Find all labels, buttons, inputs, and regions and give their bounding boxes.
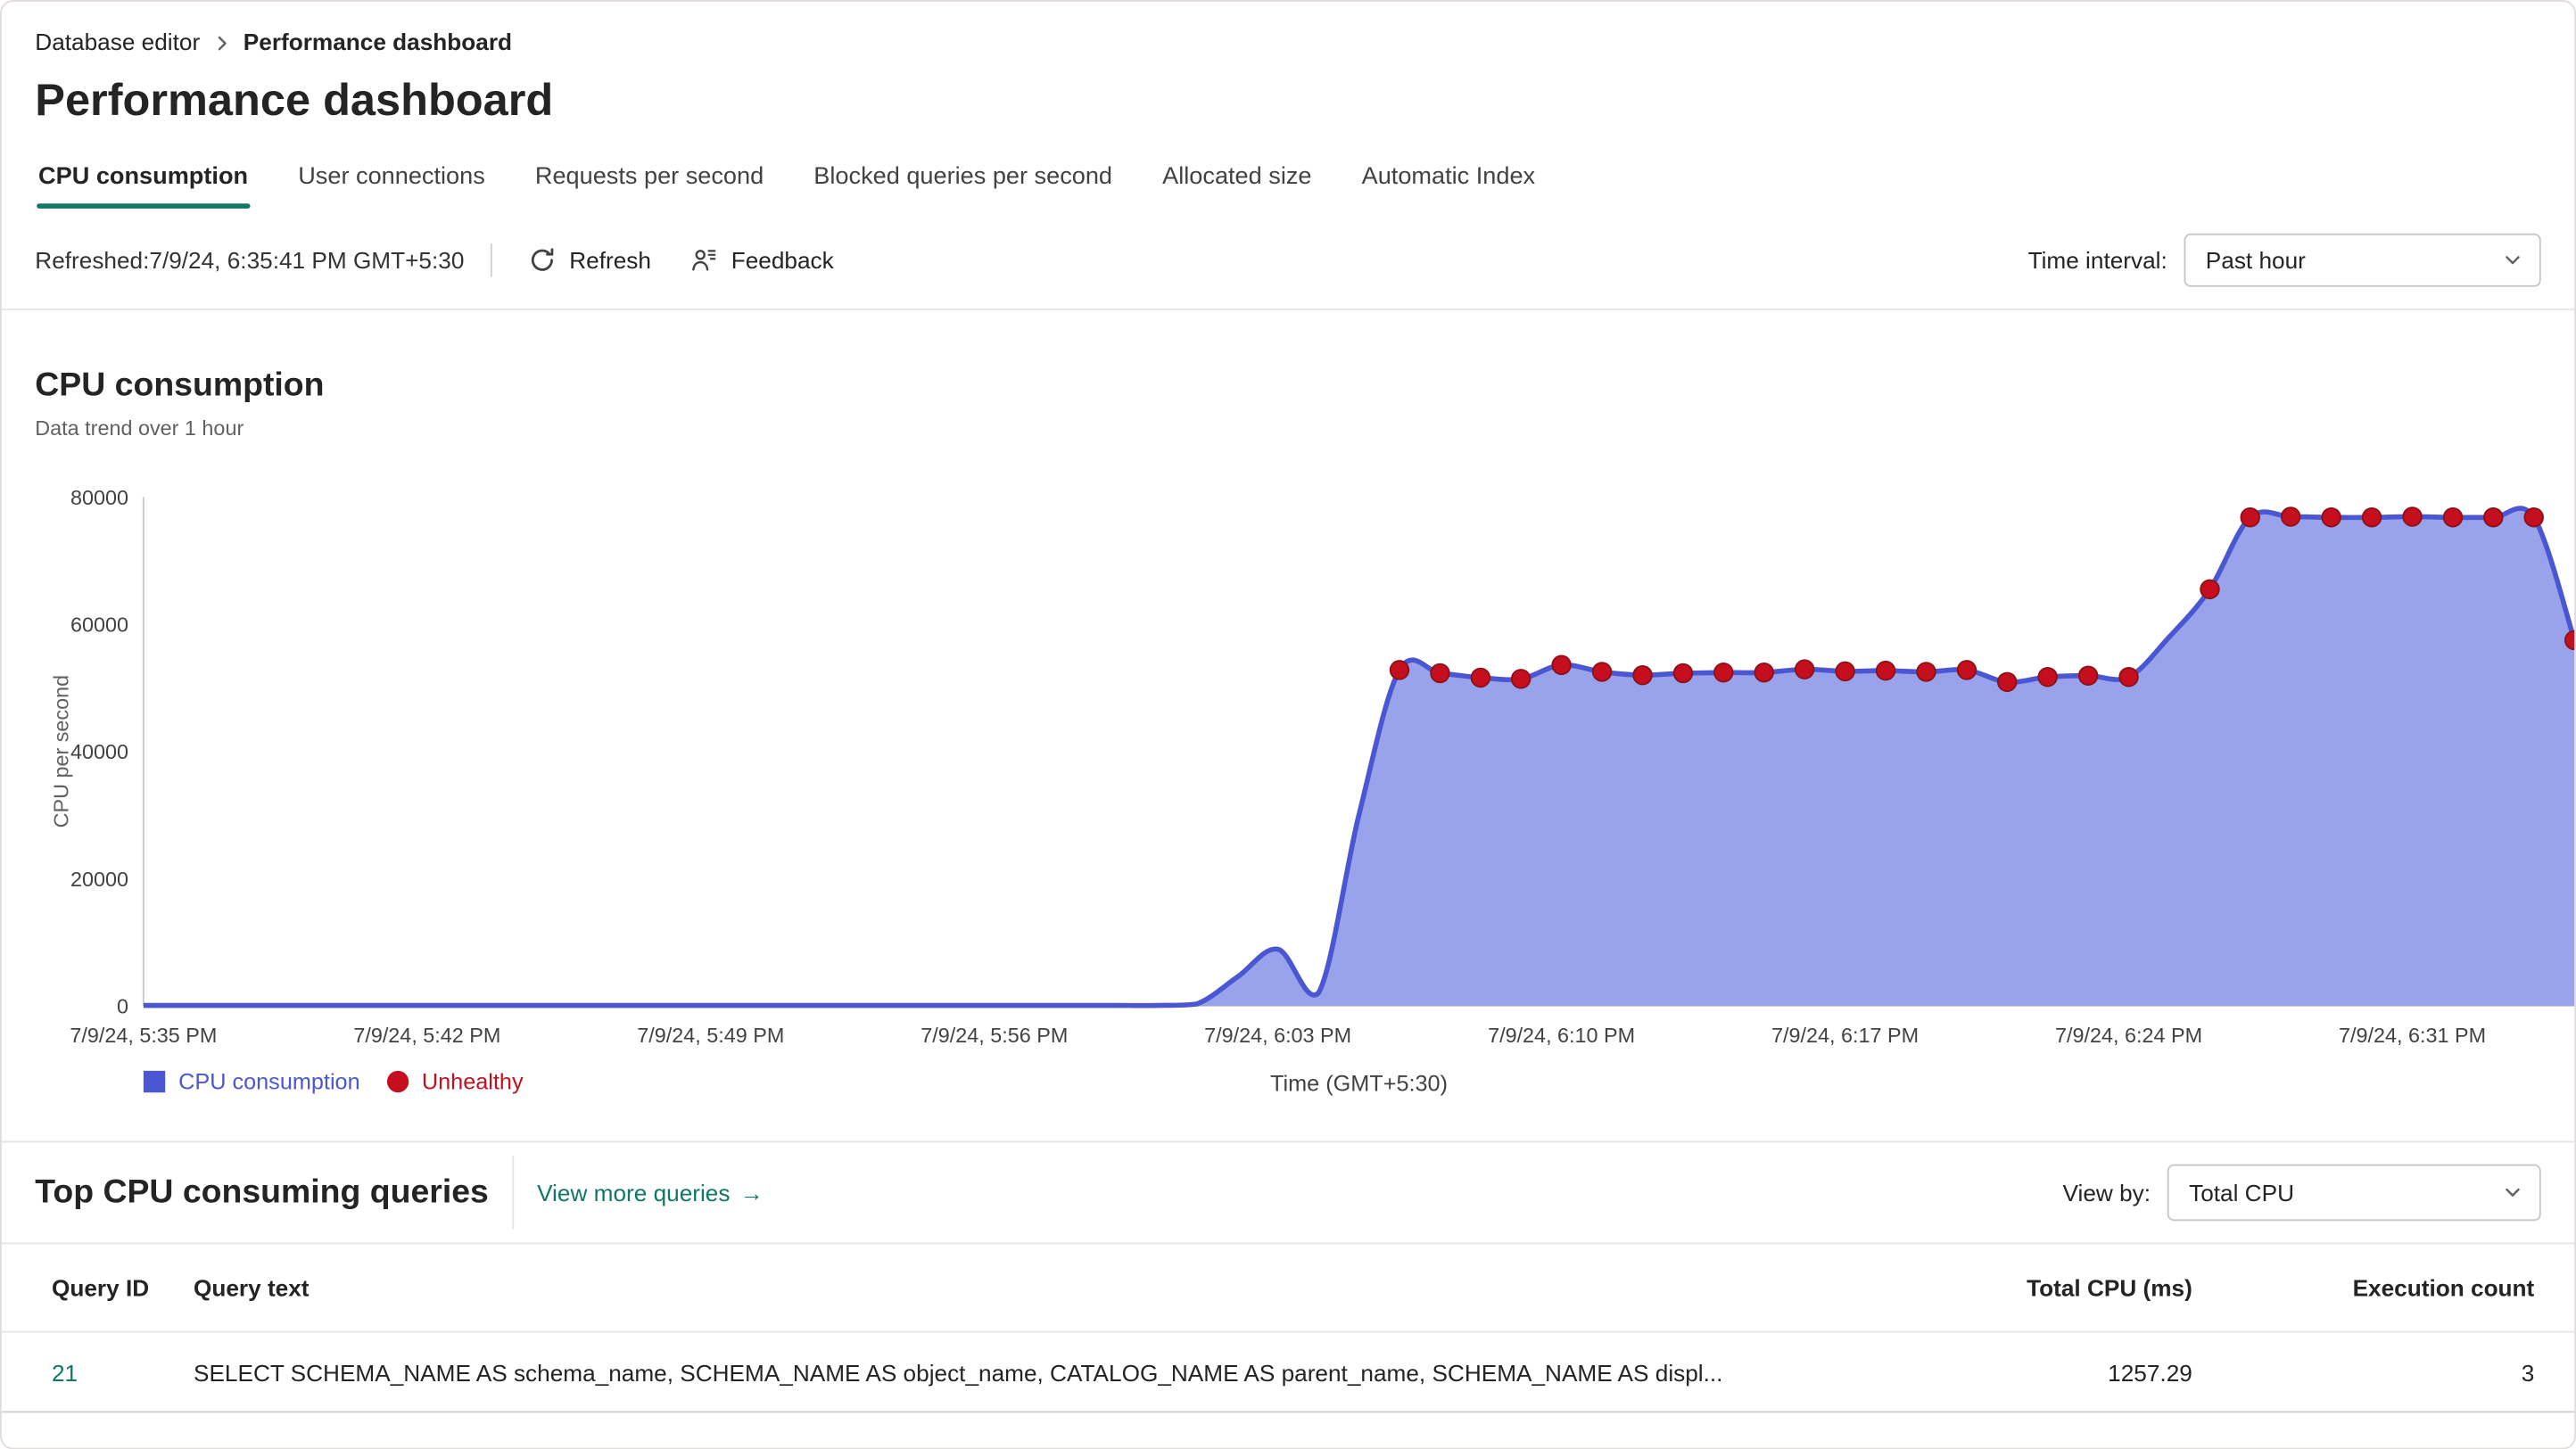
queries-table-header: Query ID Query text Total CPU (ms) Executio… <box>1 1242 2575 1333</box>
breadcrumb-item-performance-dashboard[interactable]: Performance dashboard <box>243 28 513 55</box>
queries-header-vertical-divider <box>512 1156 514 1230</box>
toolbar-bottom-divider <box>1 309 2575 310</box>
feedback-icon <box>691 247 718 274</box>
svg-text:7/9/24, 6:24 PM: 7/9/24, 6:24 PM <box>2055 1024 2202 1047</box>
svg-text:80000: 80000 <box>70 486 128 509</box>
legend-label: Unhealthy <box>421 1068 524 1095</box>
column-header-execution-count[interactable]: Execution count <box>2352 1274 2535 1301</box>
refreshed-timestamp: Refreshed:7/9/24, 6:35:41 PM GMT+5:30 <box>35 246 465 274</box>
tab-bar: CPU consumption User connections Requests … <box>19 150 2558 211</box>
queries-section-title: Top CPU consuming queries <box>35 1173 489 1211</box>
tab-cpu-consumption[interactable]: CPU consumption <box>19 150 268 211</box>
svg-text:7/9/24, 5:49 PM: 7/9/24, 5:49 PM <box>637 1024 784 1047</box>
view-by-value: Total CPU <box>2189 1179 2294 1206</box>
svg-text:7/9/24, 5:42 PM: 7/9/24, 5:42 PM <box>353 1024 500 1047</box>
column-header-query-id[interactable]: Query ID <box>51 1274 150 1301</box>
legend-circle-swatch <box>386 1070 409 1093</box>
view-by-label: View by: <box>2062 1179 2151 1206</box>
svg-text:7/9/24, 5:56 PM: 7/9/24, 5:56 PM <box>921 1024 1068 1047</box>
chart-section-subtitle: Data trend over 1 hour <box>35 416 244 440</box>
breadcrumb: Database editor Performance dashboard <box>2 2 2574 55</box>
svg-text:7/9/24, 6:03 PM: 7/9/24, 6:03 PM <box>1204 1024 1351 1047</box>
time-interval-dropdown[interactable]: Past hour <box>2184 233 2541 287</box>
refresh-button[interactable]: Refresh <box>509 235 671 285</box>
breadcrumb-item-database-editor[interactable]: Database editor <box>35 28 201 55</box>
legend-label: CPU consumption <box>178 1068 360 1095</box>
view-more-label: View more queries <box>537 1179 731 1206</box>
queries-table-body: 21 SELECT SCHEMA_NAME AS schema_name, SCH… <box>1 1333 2575 1413</box>
arrow-right-icon: → <box>739 1179 764 1206</box>
toolbar: Refreshed:7/9/24, 6:35:41 PM GMT+5:30 Re… <box>35 228 2541 292</box>
chart-footer: CPU consumption Unhealthy Time (GMT+5:30) <box>2 1061 2574 1111</box>
query-id-link[interactable]: 21 <box>51 1358 78 1386</box>
time-interval-value: Past hour <box>2205 246 2306 274</box>
legend-square-swatch <box>143 1070 166 1093</box>
toolbar-divider <box>491 243 493 277</box>
cpu-consumption-chart: 0 20000 40000 60000 80000 CPU per second 7/9/2… <box>2 481 2575 1058</box>
queries-header: Top CPU consuming queries View more quer… <box>2 1142 2574 1242</box>
chart-legend: CPU consumption Unhealthy <box>143 1068 550 1095</box>
chevron-down-icon <box>2503 251 2522 270</box>
section-divider <box>1 1140 2575 1143</box>
tab-automatic-index[interactable]: Automatic Index <box>1342 150 1555 211</box>
svg-text:40000: 40000 <box>70 740 128 763</box>
feedback-button[interactable]: Feedback <box>671 235 854 285</box>
time-interval-label: Time interval: <box>2027 246 2167 274</box>
svg-text:CPU per second: CPU per second <box>50 675 73 828</box>
tab-requests-per-second[interactable]: Requests per second <box>515 150 783 211</box>
feedback-label: Feedback <box>731 246 834 274</box>
column-header-query-text[interactable]: Query text <box>193 1274 310 1301</box>
refresh-label: Refresh <box>569 246 651 274</box>
chevron-right-icon <box>211 32 231 52</box>
total-cpu-cell: 1257.29 <box>2108 1358 2192 1386</box>
chevron-down-icon <box>2503 1182 2522 1202</box>
view-more-queries-link[interactable]: View more queries → <box>537 1179 764 1206</box>
tab-blocked-queries-per-second[interactable]: Blocked queries per second <box>794 150 1133 211</box>
view-by-dropdown[interactable]: Total CPU <box>2167 1164 2541 1222</box>
svg-text:60000: 60000 <box>70 613 128 637</box>
column-header-total-cpu-ms[interactable]: Total CPU (ms) <box>2027 1274 2192 1301</box>
svg-text:7/9/24, 5:35 PM: 7/9/24, 5:35 PM <box>70 1024 217 1047</box>
tab-user-connections[interactable]: User connections <box>278 150 505 211</box>
tab-allocated-size[interactable]: Allocated size <box>1143 150 1332 211</box>
chart-section-title: CPU consumption <box>35 366 325 404</box>
refresh-icon <box>529 247 556 274</box>
legend-item-cpu-consumption: CPU consumption <box>143 1068 360 1095</box>
page-title: Performance dashboard <box>35 75 554 126</box>
svg-text:0: 0 <box>117 994 128 1017</box>
svg-text:7/9/24, 6:10 PM: 7/9/24, 6:10 PM <box>1488 1024 1635 1047</box>
chart-canvas: 0 20000 40000 60000 80000 CPU per second 7/9/2… <box>50 486 2575 1047</box>
svg-text:7/9/24, 6:31 PM: 7/9/24, 6:31 PM <box>2339 1024 2486 1047</box>
query-row[interactable]: 21 SELECT SCHEMA_NAME AS schema_name, SCH… <box>1 1333 2575 1413</box>
query-text-cell: SELECT SCHEMA_NAME AS schema_name, SCHEM… <box>193 1358 1723 1386</box>
svg-text:7/9/24, 6:17 PM: 7/9/24, 6:17 PM <box>1771 1024 1919 1047</box>
execution-count-cell: 3 <box>2521 1358 2535 1386</box>
legend-item-unhealthy: Unhealthy <box>386 1068 524 1095</box>
svg-text:20000: 20000 <box>70 868 128 891</box>
